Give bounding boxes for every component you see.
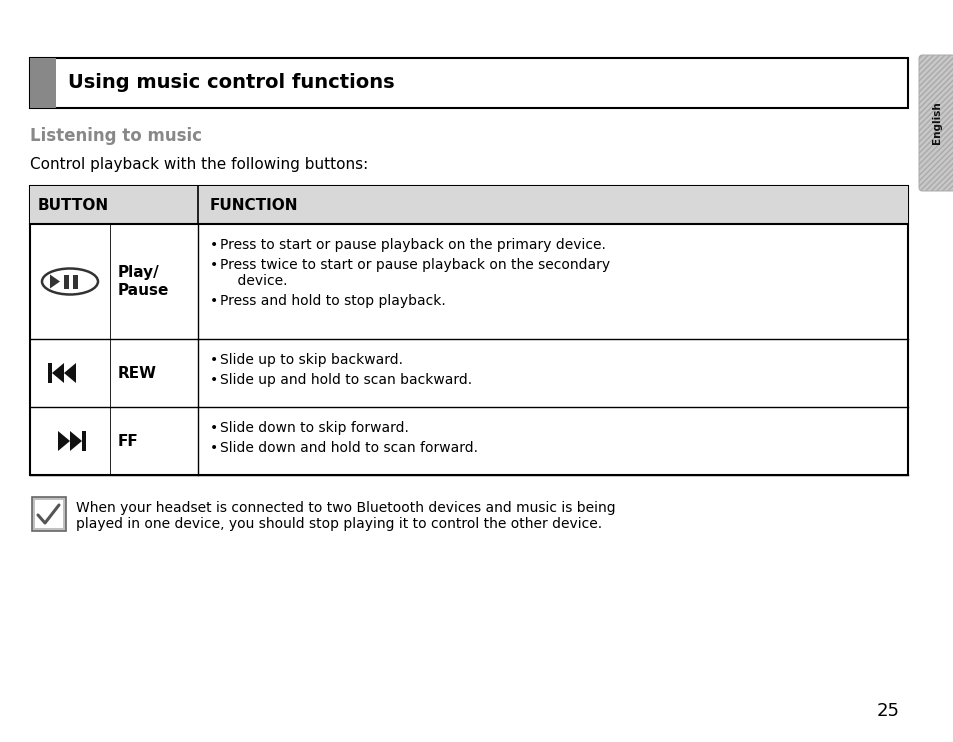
Bar — [30, 58, 907, 108]
Bar — [35, 500, 63, 528]
Text: •: • — [210, 421, 218, 435]
Text: Slide up to skip backward.: Slide up to skip backward. — [220, 353, 402, 367]
Text: English: English — [931, 102, 941, 145]
Bar — [30, 186, 907, 475]
Text: Listening to music: Listening to music — [30, 127, 202, 145]
Polygon shape — [64, 363, 76, 383]
FancyBboxPatch shape — [918, 55, 953, 191]
Polygon shape — [58, 431, 70, 451]
Bar — [32, 497, 66, 531]
Text: FF: FF — [118, 433, 138, 448]
Text: Slide up and hold to scan backward.: Slide up and hold to scan backward. — [220, 373, 472, 387]
Text: Press and hold to stop playback.: Press and hold to stop playback. — [220, 294, 445, 308]
Bar — [73, 275, 78, 289]
Polygon shape — [70, 431, 82, 451]
Text: Slide down and hold to scan forward.: Slide down and hold to scan forward. — [220, 441, 477, 455]
Text: •: • — [210, 373, 218, 387]
Text: Control playback with the following buttons:: Control playback with the following butt… — [30, 157, 368, 171]
Text: Using music control functions: Using music control functions — [68, 73, 395, 93]
Text: •: • — [210, 258, 218, 272]
Text: •: • — [210, 441, 218, 455]
Text: When your headset is connected to two Bluetooth devices and music is being: When your headset is connected to two Bl… — [76, 501, 615, 515]
Text: •: • — [210, 294, 218, 308]
Text: BUTTON: BUTTON — [38, 197, 109, 212]
Ellipse shape — [42, 269, 98, 295]
Bar — [64, 275, 69, 289]
Bar — [30, 186, 907, 224]
Bar — [48, 363, 52, 383]
Polygon shape — [50, 275, 60, 289]
Text: •: • — [210, 353, 218, 367]
Text: device.: device. — [220, 274, 287, 288]
Text: REW: REW — [118, 366, 157, 381]
Bar — [82, 431, 86, 451]
Bar — [30, 58, 56, 108]
Text: Press to start or pause playback on the primary device.: Press to start or pause playback on the … — [220, 238, 605, 252]
Text: FUNCTION: FUNCTION — [210, 197, 298, 212]
Text: •: • — [210, 238, 218, 252]
Text: Press twice to start or pause playback on the secondary: Press twice to start or pause playback o… — [220, 258, 610, 272]
Text: played in one device, you should stop playing it to control the other device.: played in one device, you should stop pl… — [76, 517, 601, 531]
Text: Play/
Pause: Play/ Pause — [118, 265, 170, 298]
Text: 25: 25 — [876, 702, 899, 720]
Polygon shape — [52, 363, 64, 383]
Text: Slide down to skip forward.: Slide down to skip forward. — [220, 421, 409, 435]
